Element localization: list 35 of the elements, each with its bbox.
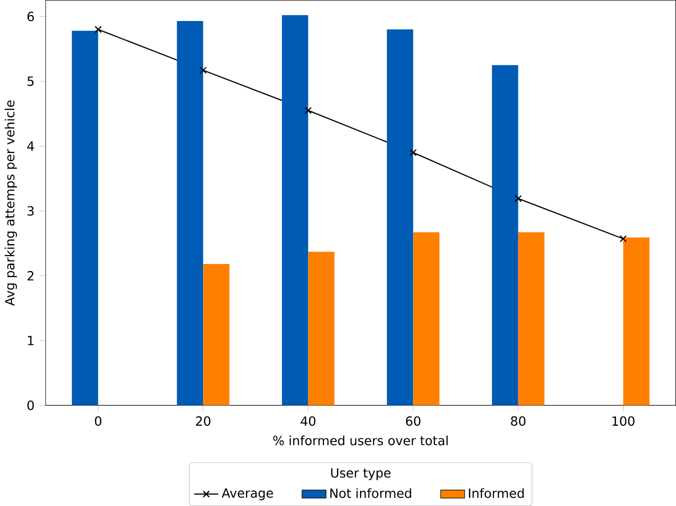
x-tick-label: 20: [196, 416, 210, 426]
point: [304, 106, 312, 114]
y-tick-label: 2: [28, 270, 34, 280]
x-tick-label: 40: [300, 416, 316, 426]
point: [514, 194, 522, 202]
legend-label: Not informed: [330, 488, 412, 498]
point: [410, 148, 417, 156]
y-tick-label: 4: [27, 141, 34, 151]
y-tick-label: 0: [27, 400, 34, 410]
x-tick-label: 80: [511, 416, 526, 426]
bar: [413, 232, 440, 406]
x-tick-label: 100: [612, 416, 634, 426]
y-tick-label: 1: [28, 336, 34, 346]
bar: [203, 264, 230, 406]
bar: [518, 232, 544, 406]
point: [620, 235, 627, 242]
y-axis-title: Avg parking attemps per vehicle: [4, 100, 17, 306]
x-axis-title: % informed users over total: [273, 435, 448, 446]
bar: [308, 252, 334, 406]
x-tick-label: 0: [94, 416, 102, 426]
point: [200, 66, 207, 74]
bar: [623, 237, 650, 406]
bar: [492, 65, 518, 406]
bar: [72, 30, 98, 406]
bar: [386, 29, 414, 406]
y-tick-label: 5: [28, 76, 34, 86]
y-tick-label: 6: [27, 12, 34, 22]
legend-label: Informed: [468, 488, 524, 498]
legend-title: User type: [331, 468, 391, 480]
y-tick-label: 3: [28, 206, 34, 216]
bar: [176, 20, 204, 406]
x-tick-label: 60: [406, 416, 420, 426]
legend-label: Average: [222, 488, 273, 500]
point: [94, 26, 102, 33]
bar: [282, 15, 308, 406]
